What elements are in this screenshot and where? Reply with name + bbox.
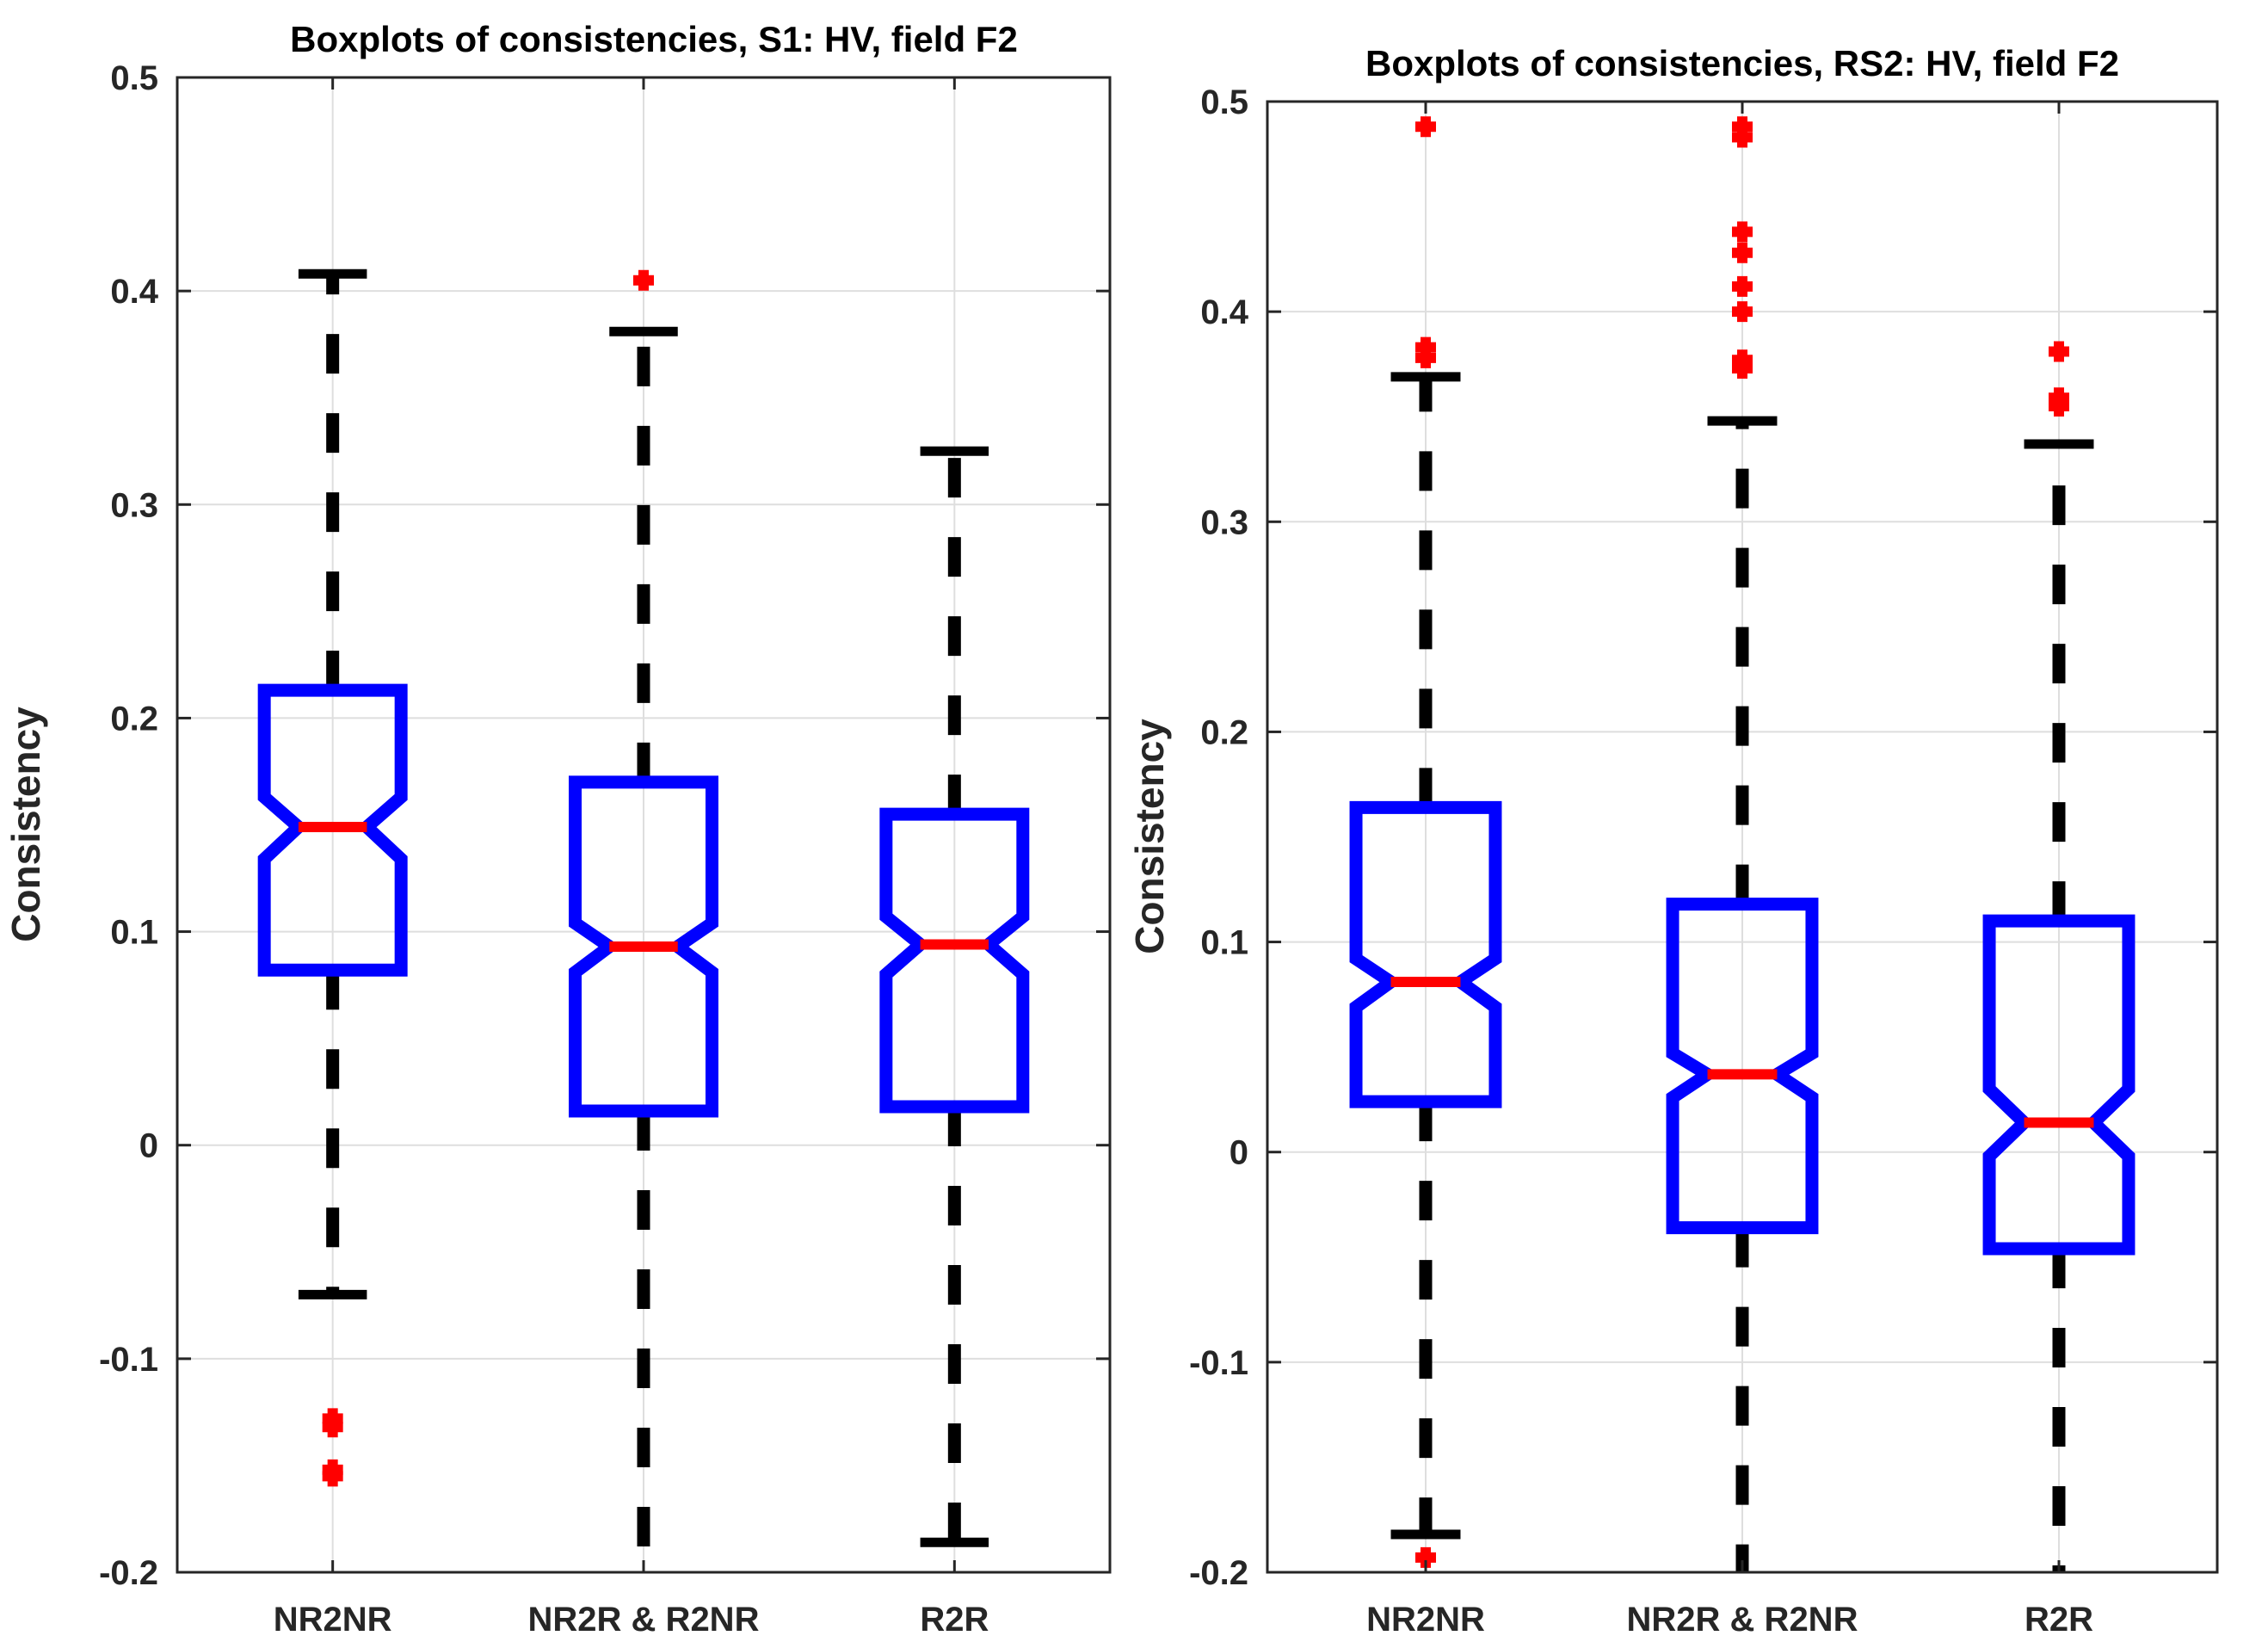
notched-box [257, 683, 408, 977]
notched-box [1666, 898, 1819, 1235]
notched-box [1349, 800, 1502, 1108]
outlier-marker [1415, 336, 1436, 358]
y-tick-label: -0.1 [99, 1341, 158, 1379]
y-tick-label: -0.2 [1189, 1554, 1248, 1592]
x-tick-label: NR2R & R2NR [528, 1601, 760, 1639]
outlier-marker [2049, 396, 2069, 417]
outlier-marker [2049, 341, 2069, 362]
notched-box [879, 807, 1030, 1114]
notched-box [1982, 914, 2135, 1256]
outlier-marker [322, 1417, 343, 1438]
outlier-marker [322, 1466, 343, 1487]
outlier-marker [1732, 116, 1753, 138]
y-tick-label: 0.3 [110, 486, 158, 524]
y-tick-label: 0.1 [1200, 924, 1248, 962]
outlier-marker [1732, 275, 1753, 297]
chart-panel-1: NR2NR NR2R & R2NR R2R -0.2 -0.1 0 0.1 0.2 0.3 0.4… [3, 19, 1112, 1639]
axes-frame [176, 76, 1112, 1574]
x-tick-label: NR2R & R2NR [1627, 1601, 1858, 1639]
plot-area [1349, 372, 2135, 1572]
chart-panel-2: NR2NR NR2R & R2NR R2R -0.2 -0.1 0 0.1 0.2 0.3 0.4… [1127, 43, 2219, 1639]
axes-frame [1266, 100, 2219, 1574]
y-tick-label: -0.1 [1189, 1344, 1248, 1382]
notched-box [569, 775, 718, 1118]
y-tick-label: 0.3 [1200, 503, 1248, 541]
outlier-marker [1415, 116, 1436, 138]
y-axis-label: Consistency [3, 707, 48, 942]
outlier-marker [1732, 301, 1753, 323]
x-tick-label: R2R [2025, 1601, 2093, 1639]
y-tick-label: 0.5 [110, 59, 158, 97]
y-tick-label: 0.4 [110, 273, 158, 311]
x-tick-label: NR2NR [1366, 1601, 1485, 1639]
y-tick-label: 0 [1230, 1134, 1248, 1172]
y-tick-label: 0.2 [1200, 713, 1248, 751]
chart-title: Boxplots of consistencies, S1: HV, field… [290, 19, 1018, 59]
y-tick-label: 0.5 [1200, 83, 1248, 121]
x-tick-label: R2R [920, 1601, 989, 1639]
plot-area [257, 268, 1030, 1572]
y-tick-label: 0.1 [110, 914, 158, 952]
outlier-marker [1732, 358, 1753, 380]
y-tick-label: -0.2 [99, 1554, 158, 1592]
y-tick-label: 0.2 [110, 700, 158, 738]
x-tick-label: NR2NR [274, 1601, 392, 1639]
outlier-marker [1732, 242, 1753, 263]
chart-title: Boxplots of consistencies, RS2: HV, fiel… [1365, 43, 2119, 83]
y-tick-label: 0.4 [1200, 293, 1248, 331]
outlier-marker [633, 269, 654, 291]
y-tick-label: 0 [139, 1127, 158, 1165]
outlier-marker [1732, 221, 1753, 243]
y-axis-label: Consistency [1127, 719, 1172, 954]
